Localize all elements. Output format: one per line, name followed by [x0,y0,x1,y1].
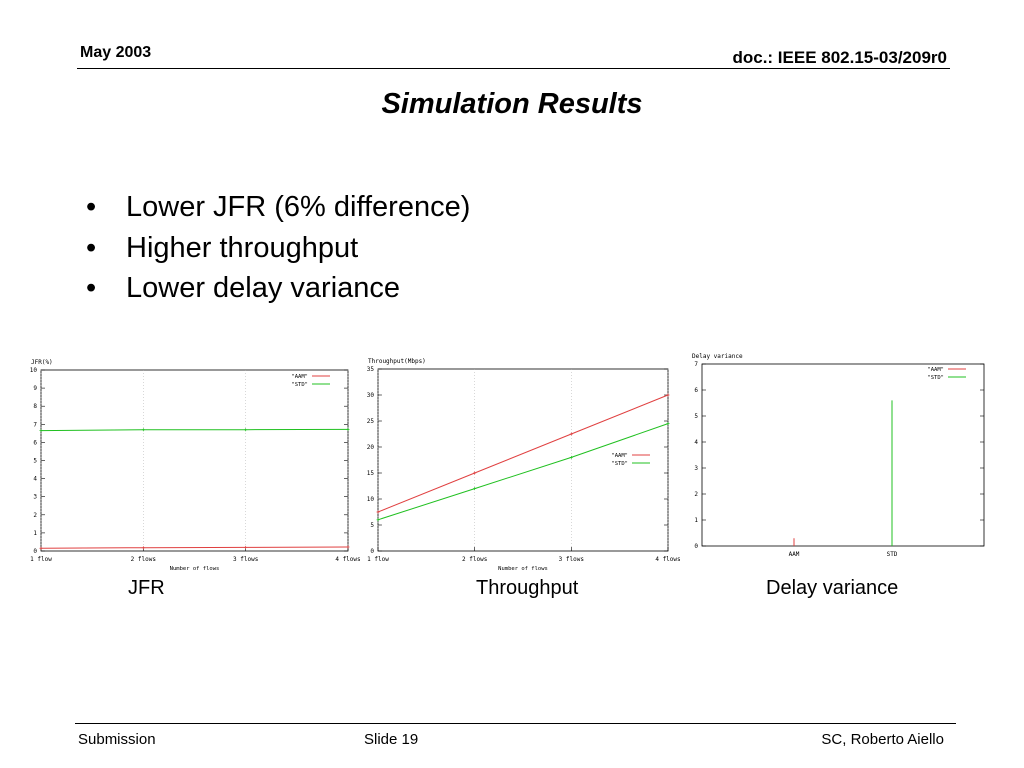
data-point-marker [244,545,248,549]
y-tick-label: 6 [694,387,698,394]
header-date: May 2003 [80,44,152,61]
x-tick-label: 4 flows [335,556,361,563]
x-axis-label: Number of flows [498,566,548,572]
x-tick-label: STD [887,551,898,558]
data-point-marker [666,393,670,397]
y-tick-label: 15 [367,470,375,477]
data-point-marker [141,428,145,432]
chart-title: Throughput(Mbps) [368,358,426,365]
data-point-marker [569,455,573,459]
delay-variance-chart: Delay variance 0 1 2 3 4 5 6 7 AAM STD "AAM" "STD" [692,353,985,558]
data-point-marker [141,546,145,550]
slide-title: Simulation Results [381,88,643,120]
y-tick-label: 10 [367,496,375,503]
y-tick-label: 9 [33,385,37,392]
y-tick-label: 35 [367,366,375,373]
series-line [40,546,349,549]
y-tick-label: 1 [33,530,37,537]
data-point-marker [569,432,573,436]
y-tick-label: 5 [694,413,698,420]
data-point-marker [244,428,248,432]
data-point-marker [666,422,670,426]
y-tick-label: 6 [33,439,37,446]
legend-label: "AAM" [611,453,628,459]
footer-right: SC, Roberto Aiello [821,731,944,748]
bullet-item: • Higher throughput [86,228,470,269]
bullet-dot-icon: • [86,191,97,223]
header-doc-id: doc.: IEEE 802.15-03/209r0 [732,48,947,67]
y-tick-label: 30 [367,392,375,399]
plot-frame [701,363,985,547]
data-point-marker [376,518,380,522]
y-tick-label: 4 [33,476,37,483]
y-tick-label: 4 [694,439,698,446]
y-tick-label: 7 [694,361,698,368]
y-tick-label: 8 [33,403,37,410]
y-tick-label: 0 [694,543,698,550]
y-tick-label: 25 [367,418,375,425]
y-tick-label: 3 [33,494,37,501]
legend-label: "STD" [611,461,628,467]
plot-frame [40,369,349,552]
x-axis-label: Number of flows [170,566,220,572]
data-point-marker [39,429,43,433]
x-tick-label: AAM [789,551,800,558]
bullet-item: • Lower JFR (6% difference) [86,187,470,228]
caption-delay-variance: Delay variance [766,577,899,599]
x-tick-label: 2 flows [462,556,488,563]
bullet-list: • Lower JFR (6% difference) • Higher throu… [86,187,470,309]
legend-label: "STD" [927,375,944,381]
throughput-chart: Throughput(Mbps) 0 5 10 15 20 25 30 35 1 flow 2 fl… [367,358,681,572]
caption-throughput: Throughput [476,577,579,599]
y-tick-label: 7 [33,421,37,428]
y-tick-label: 10 [30,367,38,374]
y-tick-label: 5 [370,522,374,529]
y-tick-label: 20 [367,444,375,451]
x-tick-label: 3 flows [559,556,585,563]
chart-title: Delay variance [692,353,743,360]
y-tick-label: 5 [33,458,37,465]
y-tick-label: 3 [694,465,698,472]
footer-rule [75,723,956,724]
plot-frame [377,368,669,552]
legend-label: "AAM" [291,374,308,380]
data-point-marker [346,545,350,549]
data-point-marker [346,427,350,431]
bullet-text: Lower JFR (6% difference) [126,191,471,223]
x-tick-label: 2 flows [131,556,157,563]
data-point-marker [39,546,43,550]
y-tick-label: 0 [370,548,374,555]
caption-jfr: JFR [128,577,165,599]
y-tick-label: 2 [694,491,698,498]
footer-left: Submission [78,731,156,748]
footer-center: Slide 19 [364,731,419,748]
x-tick-label: 4 flows [655,556,681,563]
legend-label: "AAM" [927,367,944,373]
data-point-marker [473,471,477,475]
x-tick-label: 3 flows [233,556,259,563]
bullet-item: • Lower delay variance [86,268,470,309]
series-line [377,423,669,521]
data-point-marker [473,487,477,491]
y-tick-label: 1 [694,517,698,524]
series-line [377,394,669,513]
y-tick-label: 2 [33,512,37,519]
legend-label: "STD" [291,382,308,388]
y-tick-label: 0 [33,548,37,555]
bullet-text: Lower delay variance [126,272,401,304]
header-rule [77,68,950,69]
jfr-chart: JFR(%) 0 1 2 3 4 5 6 7 8 9 10 1 flow 2 flows 3 flows 4 … [30,359,361,572]
x-tick-label: 1 flow [30,556,52,563]
bullet-dot-icon: • [86,272,97,304]
bullet-text: Higher throughput [126,231,359,264]
x-tick-label: 1 flow [367,556,389,563]
chart-title: JFR(%) [31,359,53,366]
bullet-dot-icon: • [86,231,97,264]
data-point-marker [376,510,380,514]
series-line [40,428,349,432]
